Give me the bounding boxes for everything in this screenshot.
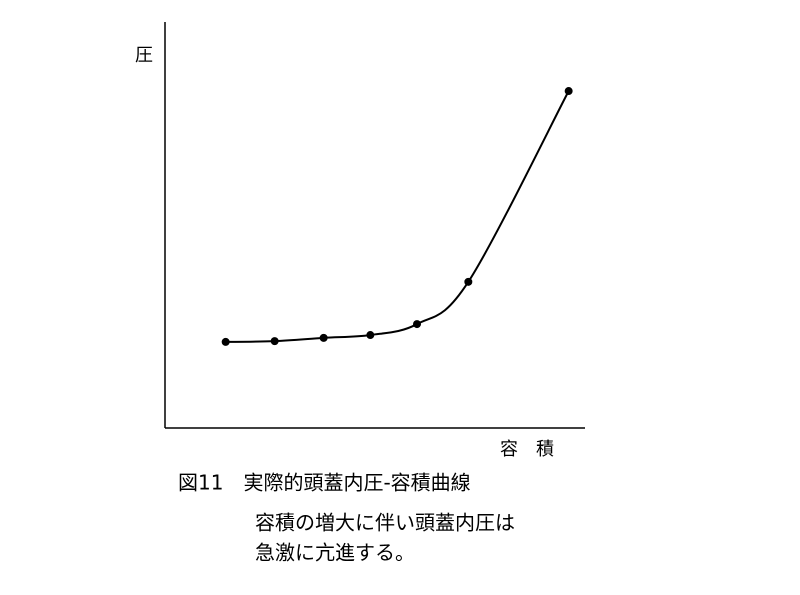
figure-title: 図11 実際的頭蓋内圧-容積曲線 (178, 471, 471, 495)
curve (225, 90, 570, 343)
point (270, 337, 279, 346)
point (319, 333, 328, 342)
point (564, 87, 573, 96)
caption-line: 急激に亢進する。 (255, 541, 415, 565)
caption-line: 容積の増大に伴い頭蓋内圧は (255, 511, 515, 535)
x-axis-label: 容 積 (500, 439, 554, 460)
point (221, 337, 230, 346)
point (366, 331, 375, 340)
point (464, 277, 473, 286)
point (413, 320, 421, 329)
y-axis-label: 圧 (135, 45, 153, 66)
